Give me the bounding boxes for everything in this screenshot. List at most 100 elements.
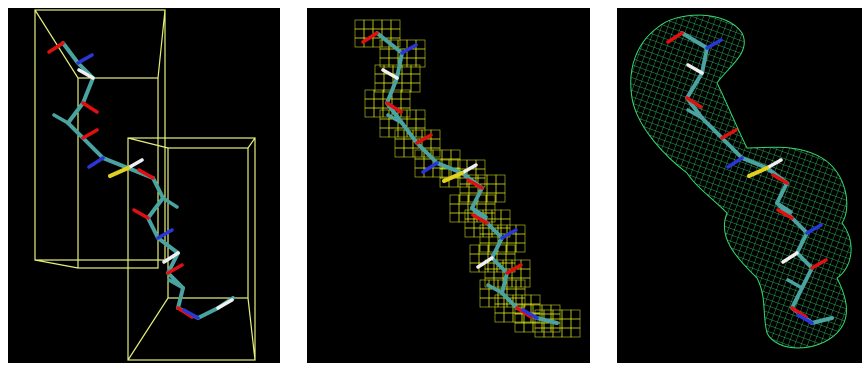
molecule-sticks	[666, 31, 834, 325]
backbone-bond	[680, 31, 709, 50]
voxel-cell	[457, 159, 468, 170]
voxel-cell	[523, 322, 534, 333]
voxel-cell	[403, 138, 414, 149]
voxel-cell	[469, 253, 480, 264]
voxel-cell	[530, 303, 541, 314]
backbone-bond	[385, 76, 399, 105]
backbone-bond	[66, 121, 85, 140]
voxel-cell	[479, 233, 490, 244]
voxel-cell	[514, 313, 525, 324]
backbone-bond	[490, 256, 509, 275]
backbone-bond	[795, 231, 809, 255]
voxel-cell	[364, 107, 375, 118]
voxel-cell	[363, 19, 374, 30]
backbone-bond	[81, 76, 95, 105]
side-chain-bond	[720, 128, 738, 140]
sulfur-bond	[442, 171, 464, 183]
voxel-cell	[485, 194, 496, 205]
voxel-cell	[410, 73, 421, 84]
bounding-box-upper	[34, 9, 166, 269]
voxel-cell	[397, 39, 408, 50]
backbone-bond	[775, 181, 789, 205]
side-chain-bond	[76, 53, 94, 65]
backbone-bond	[176, 286, 185, 310]
side-chain-bond	[161, 196, 179, 209]
side-chain-bond	[385, 101, 403, 114]
voxel-cell	[406, 57, 417, 68]
voxel-cell	[478, 244, 489, 255]
voxel-cell	[505, 244, 516, 255]
voxel-cell	[521, 294, 532, 305]
side-chain-bond	[705, 38, 723, 50]
backbone-bond	[795, 251, 814, 270]
backbone-bond	[790, 216, 809, 235]
voxel-cell	[479, 242, 490, 253]
density-mesh	[630, 14, 852, 349]
side-chain-bond	[521, 308, 539, 320]
backbone-bond	[196, 306, 220, 320]
voxel-cell	[493, 277, 504, 288]
voxel-cell	[379, 127, 390, 138]
voxel-cell	[414, 158, 425, 169]
side-chain-bond	[666, 31, 684, 44]
backbone-bond	[720, 136, 744, 160]
voxel-cell	[403, 147, 414, 158]
side-chain-bond	[87, 156, 105, 169]
side-chain-bond	[771, 173, 789, 185]
voxel-cell	[520, 268, 531, 279]
density-mesh-canvas	[630, 14, 852, 349]
voxel-cell	[505, 253, 516, 264]
side-chain-bond	[460, 163, 478, 175]
voxel-cell	[372, 19, 383, 30]
voxel-cell	[373, 89, 384, 100]
voxel-cell	[532, 304, 543, 315]
sulfur-bond	[747, 166, 769, 178]
side-chain-bond	[162, 251, 180, 264]
side-chain-bond	[421, 161, 439, 174]
voxel-cell	[415, 118, 426, 129]
side-chain-bond	[805, 223, 823, 235]
voxel-cell	[495, 192, 506, 203]
voxel-cell	[520, 277, 531, 288]
side-chain-bond	[486, 283, 504, 295]
voxel-cell	[374, 73, 385, 84]
backbone-bond	[166, 251, 180, 275]
voxel-cell	[479, 288, 490, 299]
voxel-cell	[552, 309, 563, 320]
voxel-cell	[500, 209, 511, 220]
voxel-cell	[515, 279, 526, 290]
side-chain-bond	[216, 298, 234, 310]
voxel-cell	[541, 322, 552, 333]
side-chain-bond	[81, 101, 99, 114]
side-chain-bond	[781, 251, 799, 264]
voxel-cell	[415, 127, 426, 138]
side-chain-bond	[470, 206, 488, 219]
voxel-cell	[570, 327, 581, 338]
side-chain-bond	[77, 68, 95, 80]
voxel-cell	[488, 297, 499, 308]
backbone-bond	[500, 271, 509, 295]
backbone-bond	[156, 236, 180, 255]
voxel-cell	[415, 109, 426, 120]
voxel-cell	[430, 147, 441, 158]
molecule-sticks	[361, 31, 559, 325]
voxel-cell	[515, 297, 526, 308]
backbone-bond	[400, 121, 419, 145]
voxel-cell	[561, 318, 572, 329]
voxel-cell	[475, 168, 486, 179]
voxel-cell	[484, 268, 495, 279]
side-chain-bond	[476, 256, 494, 269]
backbone-bond	[146, 196, 165, 220]
voxel-cell	[410, 64, 421, 75]
voxel-cell	[354, 19, 365, 30]
voxel-cell	[388, 57, 399, 68]
voxel-cell	[486, 192, 497, 203]
voxel-cell	[511, 277, 522, 288]
voxel-cell	[570, 309, 581, 320]
voxel-cell	[415, 48, 426, 59]
voxel-cell	[477, 174, 488, 185]
side-chain-bond	[775, 201, 793, 214]
side-chain-bond	[167, 278, 185, 290]
backbone-bond	[146, 216, 160, 240]
backbone-bond	[151, 176, 165, 200]
